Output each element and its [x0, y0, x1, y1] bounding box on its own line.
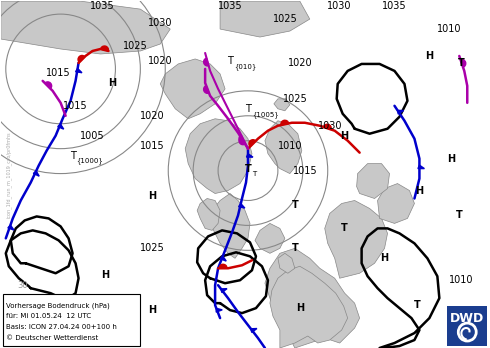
Wedge shape	[100, 46, 108, 51]
Text: Basis: ICON 27.04.24 00+100 h: Basis: ICON 27.04.24 00+100 h	[6, 324, 117, 330]
Text: 1030: 1030	[318, 121, 342, 131]
Wedge shape	[204, 86, 209, 93]
Text: T: T	[245, 164, 251, 174]
Text: 1020: 1020	[148, 56, 172, 66]
Polygon shape	[197, 198, 220, 230]
Text: T: T	[292, 243, 298, 253]
Text: T: T	[227, 56, 233, 66]
Polygon shape	[270, 266, 348, 348]
Text: 1015: 1015	[140, 141, 165, 151]
Wedge shape	[249, 140, 256, 147]
Wedge shape	[461, 60, 466, 67]
Polygon shape	[274, 99, 290, 111]
Text: H: H	[425, 51, 434, 61]
Text: 1035: 1035	[382, 1, 407, 11]
Polygon shape	[378, 183, 415, 223]
Text: 1030: 1030	[327, 1, 352, 11]
Polygon shape	[59, 308, 91, 333]
Polygon shape	[210, 193, 250, 258]
FancyBboxPatch shape	[447, 306, 487, 346]
Polygon shape	[265, 121, 302, 174]
Polygon shape	[185, 119, 252, 193]
Text: T: T	[292, 200, 298, 211]
Text: 30: 30	[18, 281, 28, 290]
Text: T: T	[342, 223, 348, 234]
Text: 1025: 1025	[272, 14, 297, 24]
Text: 1025: 1025	[140, 243, 165, 253]
Text: H: H	[416, 185, 423, 196]
Polygon shape	[8, 225, 14, 230]
Polygon shape	[33, 171, 39, 176]
Text: {010}: {010}	[234, 63, 256, 70]
Text: Vorhersage Bodendruck (hPa): Vorhersage Bodendruck (hPa)	[6, 302, 110, 309]
Text: T: T	[458, 58, 465, 68]
Polygon shape	[255, 223, 285, 253]
Polygon shape	[58, 124, 64, 129]
Text: 1010: 1010	[449, 275, 473, 285]
Text: 1015: 1015	[293, 166, 317, 176]
Text: H: H	[108, 78, 117, 88]
Wedge shape	[45, 82, 51, 89]
Text: 1010: 1010	[437, 24, 462, 34]
Wedge shape	[239, 135, 245, 143]
Text: 1020: 1020	[140, 111, 165, 121]
Text: H: H	[148, 305, 156, 315]
Polygon shape	[251, 329, 257, 332]
Text: 1010: 1010	[278, 141, 302, 151]
Text: 1025: 1025	[282, 94, 307, 104]
Text: T: T	[245, 104, 251, 114]
Text: {1005}: {1005}	[252, 111, 279, 118]
Text: 1020: 1020	[288, 58, 312, 68]
Wedge shape	[323, 124, 331, 129]
Wedge shape	[219, 264, 227, 268]
Text: 1015: 1015	[47, 68, 71, 78]
Wedge shape	[239, 137, 245, 145]
Text: 1030: 1030	[148, 18, 172, 28]
Text: H: H	[101, 270, 110, 280]
Text: 1035: 1035	[218, 1, 243, 11]
Text: icon_1fd_run_m_1019_cso/pr0fmhs: icon_1fd_run_m_1019_cso/pr0fmhs	[6, 131, 12, 218]
Polygon shape	[221, 288, 227, 293]
Wedge shape	[204, 58, 209, 66]
Text: 1025: 1025	[123, 41, 148, 51]
Text: 1035: 1035	[90, 1, 115, 11]
Polygon shape	[220, 1, 310, 37]
Text: H: H	[447, 153, 455, 164]
Polygon shape	[246, 154, 253, 157]
Text: T: T	[252, 171, 256, 176]
Text: für: Mi 01.05.24  12 UTC: für: Mi 01.05.24 12 UTC	[6, 313, 91, 319]
Polygon shape	[265, 248, 360, 348]
Text: © Deutscher Wetterdienst: © Deutscher Wetterdienst	[6, 335, 98, 341]
Polygon shape	[216, 308, 222, 312]
Wedge shape	[281, 120, 289, 125]
Text: 1005: 1005	[80, 131, 105, 141]
Text: H: H	[296, 303, 304, 313]
Polygon shape	[325, 200, 388, 278]
Polygon shape	[1, 1, 170, 54]
Polygon shape	[418, 165, 424, 168]
Polygon shape	[220, 256, 226, 261]
Polygon shape	[397, 110, 404, 114]
Text: H: H	[148, 190, 156, 200]
Text: DWD: DWD	[450, 311, 485, 325]
Wedge shape	[78, 55, 85, 62]
Text: {1000}: {1000}	[76, 158, 103, 164]
Polygon shape	[75, 69, 82, 73]
Text: H: H	[341, 131, 349, 141]
Text: T: T	[414, 300, 421, 310]
Polygon shape	[160, 59, 225, 119]
Polygon shape	[357, 164, 390, 198]
Polygon shape	[239, 204, 245, 208]
FancyBboxPatch shape	[3, 294, 140, 346]
Text: 1015: 1015	[63, 101, 88, 111]
Text: T: T	[70, 151, 75, 161]
Polygon shape	[278, 253, 295, 273]
Text: T: T	[456, 211, 463, 220]
Text: H: H	[380, 253, 389, 263]
